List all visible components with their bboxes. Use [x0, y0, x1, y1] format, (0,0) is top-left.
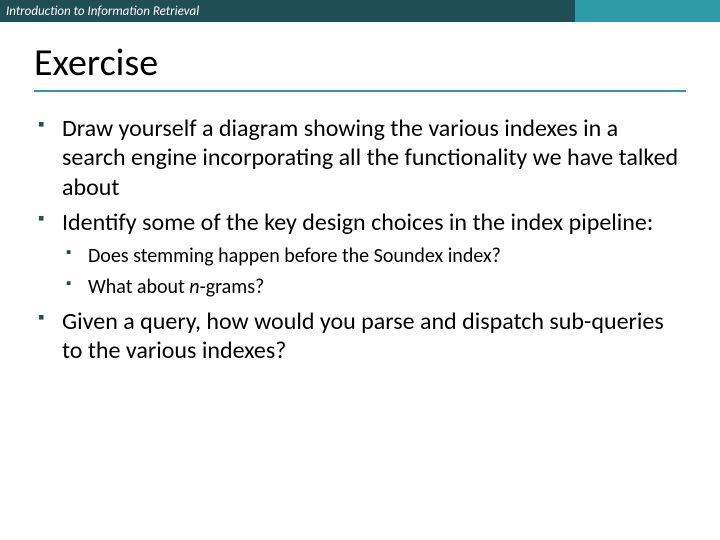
- bullet-list: Draw yourself a diagram showing the vari…: [34, 114, 686, 366]
- bullet-item: Draw yourself a diagram showing the vari…: [34, 114, 686, 202]
- bullet-text: Given a query, how would you parse and d…: [62, 307, 664, 365]
- slide-content: Exercise Draw yourself a diagram showing…: [0, 22, 720, 366]
- sub-bullet-item: What about n-grams?: [62, 274, 686, 301]
- bullet-text: Draw yourself a diagram showing the vari…: [62, 114, 678, 202]
- header-bar: Introduction to Information Retrieval: [0, 0, 720, 22]
- sub-bullet-item: Does stemming happen before the Soundex …: [62, 243, 686, 270]
- sub-bullet-text-italic: n: [189, 275, 199, 299]
- sub-bullet-text-prefix: What about: [88, 275, 189, 299]
- sub-bullet-text-suffix: -grams?: [200, 275, 265, 299]
- sub-bullet-list: Does stemming happen before the Soundex …: [62, 243, 686, 301]
- bullet-item: Given a query, how would you parse and d…: [34, 307, 686, 366]
- bullet-text: Identify some of the key design choices …: [62, 208, 653, 237]
- header-right: [575, 0, 720, 22]
- header-left: Introduction to Information Retrieval: [0, 0, 575, 22]
- sub-bullet-text: Does stemming happen before the Soundex …: [88, 244, 501, 268]
- slide-title: Exercise: [34, 40, 686, 92]
- header-label: Introduction to Information Retrieval: [6, 4, 199, 19]
- bullet-item: Identify some of the key design choices …: [34, 208, 686, 301]
